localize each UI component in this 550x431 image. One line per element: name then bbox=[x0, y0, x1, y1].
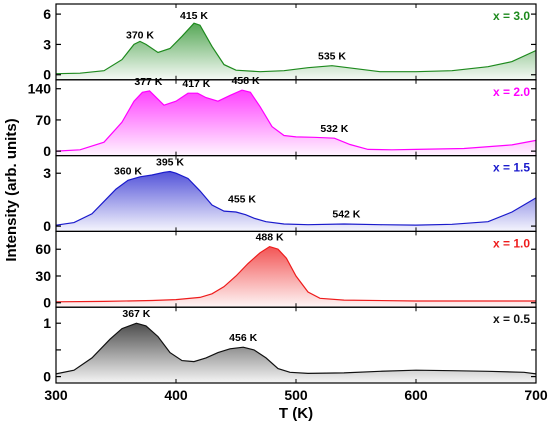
peak-label: 415 K bbox=[180, 10, 208, 22]
x-tick-label: 500 bbox=[284, 387, 308, 403]
peak-label: 377 K bbox=[134, 76, 162, 88]
y-tick-label: 0 bbox=[43, 67, 51, 83]
peak-label: 370 K bbox=[126, 29, 154, 41]
series-line bbox=[55, 322, 537, 375]
series-line bbox=[55, 245, 536, 303]
x-tick-label: 400 bbox=[164, 387, 188, 403]
series-area bbox=[56, 23, 536, 80]
y-tick-label: 3 bbox=[43, 36, 51, 52]
peak-label: 395 K bbox=[156, 156, 184, 168]
series-label: x = 1.5 bbox=[493, 161, 530, 175]
x-axis-title: T (K) bbox=[279, 405, 313, 422]
y-tick-label: 3 bbox=[43, 165, 51, 181]
series-label: x = 3.0 bbox=[493, 9, 530, 23]
y-tick-label: 70 bbox=[35, 112, 51, 128]
peak-label: 458 K bbox=[232, 75, 260, 87]
panel-5: 0 1 367 K 456 K x = 0.5 bbox=[43, 306, 537, 385]
series-area bbox=[56, 323, 536, 383]
panel-1: 0 3 6 370 K 415 K 535 K x = 3.0 bbox=[43, 3, 537, 83]
peak-label: 532 K bbox=[320, 123, 348, 135]
y-tick-label: 30 bbox=[35, 268, 51, 284]
y-tick-label: 0 bbox=[43, 369, 51, 385]
peak-label: 417 K bbox=[182, 78, 210, 90]
y-axis-title: Intensity (arb. units) bbox=[3, 118, 20, 261]
panel-2: 0 70 140 377 K 417 K 458 K 532 K x = 2.0 bbox=[28, 75, 537, 159]
x-tick-label: 300 bbox=[44, 387, 68, 403]
y-tick-label: 0 bbox=[43, 218, 51, 234]
peak-label: 367 K bbox=[122, 308, 150, 320]
peak-label: 455 K bbox=[228, 193, 256, 205]
panel-4: 0 30 60 488 K x = 1.0 bbox=[35, 230, 537, 311]
peak-label: 488 K bbox=[256, 232, 284, 244]
x-tick-label: 700 bbox=[524, 387, 548, 403]
y-tick-label: 6 bbox=[43, 6, 51, 22]
panels-layer: 0 3 6 370 K 415 K 535 K x = 3.0 0 70 140 377 K 417 … bbox=[28, 3, 537, 385]
peak-label: 360 K bbox=[114, 165, 142, 177]
y-tick-label: 60 bbox=[35, 241, 51, 257]
series-area bbox=[56, 171, 536, 232]
peak-label: 535 K bbox=[318, 51, 346, 63]
y-tick-label: 140 bbox=[28, 81, 52, 97]
series-line bbox=[55, 22, 537, 75]
panel-3: 0 3 360 K 395 K 455 K 542 K x = 1.5 bbox=[43, 155, 537, 234]
peak-label: 456 K bbox=[229, 332, 257, 344]
series-line bbox=[55, 170, 537, 226]
series-area bbox=[56, 90, 536, 156]
peak-label: 542 K bbox=[332, 208, 360, 220]
y-tick-label: 0 bbox=[43, 295, 51, 311]
x-tick-label: 600 bbox=[404, 387, 428, 403]
series-label: x = 1.0 bbox=[493, 236, 530, 250]
series-label: x = 2.0 bbox=[493, 85, 530, 99]
y-tick-label: 0 bbox=[43, 143, 51, 159]
series-line bbox=[55, 89, 537, 152]
x-axis: 300 400 500 600 700 bbox=[44, 387, 548, 403]
y-tick-label: 1 bbox=[43, 315, 51, 331]
series-label: x = 0.5 bbox=[493, 312, 530, 326]
